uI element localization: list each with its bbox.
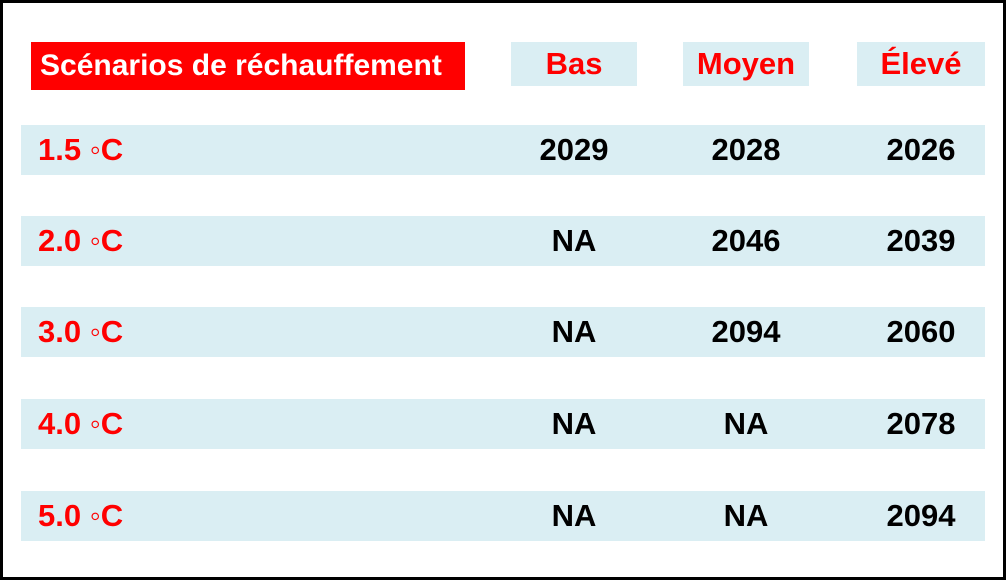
table-row: 5.0 ◦C NA NA 2094 [21, 491, 985, 541]
cell-value: 2039 [886, 223, 956, 258]
cell-value: NA [723, 406, 769, 441]
column-header-moyen: Moyen [683, 42, 809, 86]
column-header-bas: Bas [511, 42, 637, 86]
cell-value: NA [551, 314, 597, 349]
cell-value: 2046 [711, 223, 781, 258]
cell-value: 2094 [711, 314, 781, 349]
cell-value: 2026 [886, 132, 956, 167]
cell-value: NA [551, 406, 597, 441]
table-title: Scénarios de réchauffement [31, 42, 465, 90]
row-label: 5.0 ◦C [38, 498, 124, 533]
cell-value: 2094 [886, 498, 956, 533]
cell-value: NA [551, 223, 597, 258]
table-row: 4.0 ◦C NA NA 2078 [21, 399, 985, 449]
row-label: 2.0 ◦C [38, 223, 124, 258]
cell-value: NA [723, 498, 769, 533]
column-header-eleve: Élevé [857, 42, 985, 86]
cell-value: 2029 [539, 132, 609, 167]
cell-value: 2078 [886, 406, 956, 441]
table-row: 2.0 ◦C NA 2046 2039 [21, 216, 985, 266]
row-label: 1.5 ◦C [38, 132, 124, 167]
row-label: 4.0 ◦C [38, 406, 124, 441]
cell-value: 2028 [711, 132, 781, 167]
table-row: 3.0 ◦C NA 2094 2060 [21, 307, 985, 357]
table-row: 1.5 ◦C 2029 2028 2026 [21, 125, 985, 175]
row-label: 3.0 ◦C [38, 314, 124, 349]
cell-value: NA [551, 498, 597, 533]
cell-value: 2060 [886, 314, 956, 349]
